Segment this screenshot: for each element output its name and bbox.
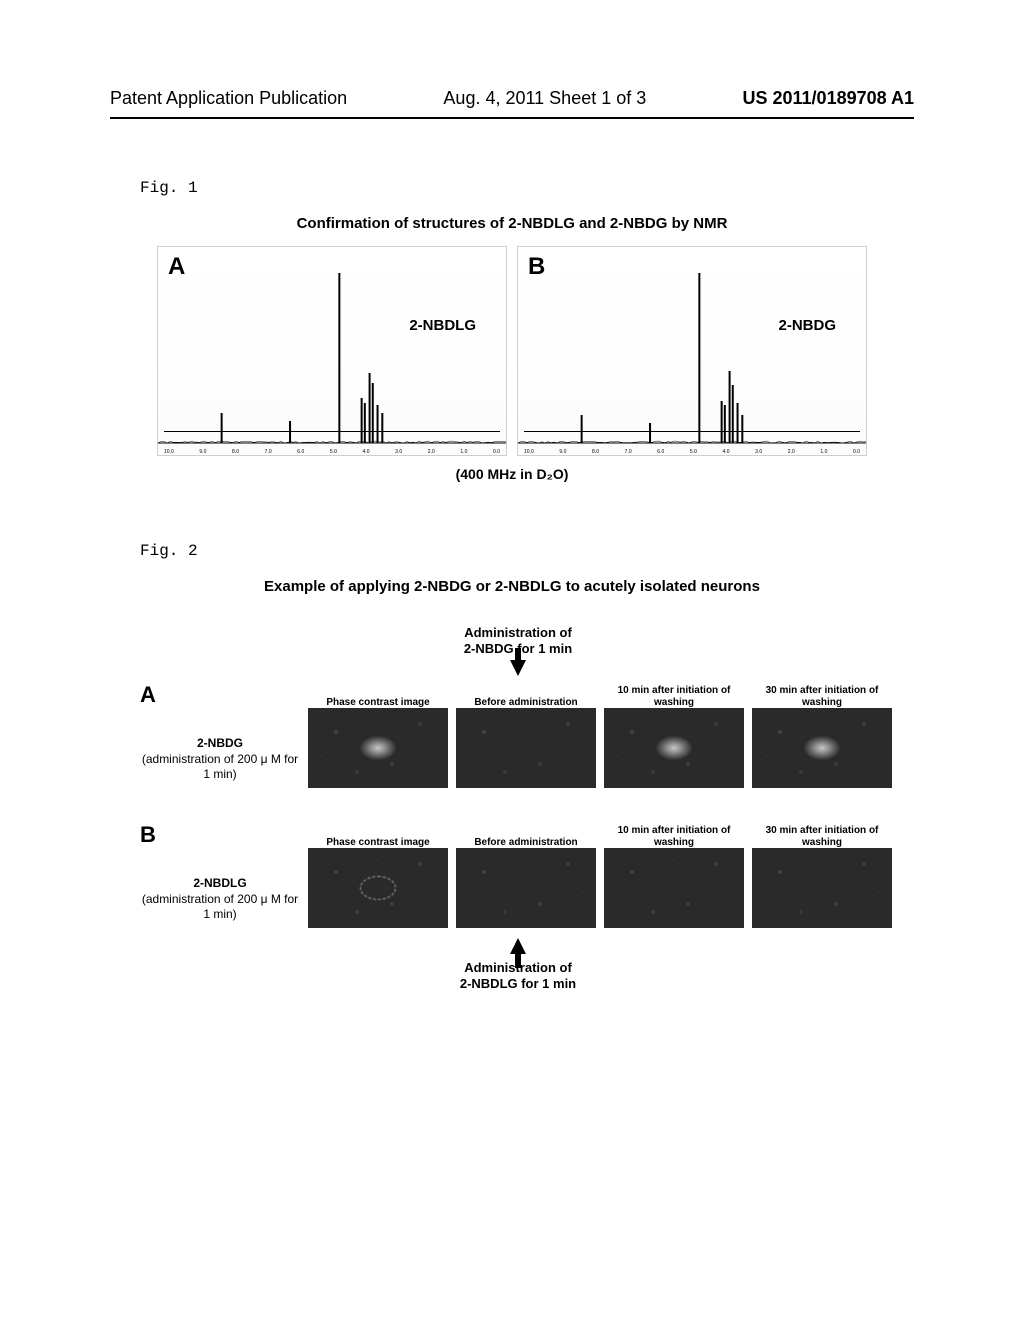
fig2-a-img1 bbox=[308, 708, 448, 788]
fig2-colhead-3b: 10 min after initiation of washing bbox=[604, 822, 744, 848]
fig2-b-col1: Phase contrast image bbox=[308, 822, 448, 928]
fig1-label: Fig. 1 bbox=[140, 179, 884, 197]
fig1-panel-a: A 2-NBDLG 10.09.08.07.06.05.04.03.02.01.… bbox=[157, 246, 507, 456]
fig2-colhead-1a: Phase contrast image bbox=[308, 682, 448, 708]
fig2-row-b-dose: (administration of 200 μ M for 1 min) bbox=[142, 892, 298, 922]
arrow-down-icon bbox=[510, 660, 526, 676]
fig2-colhead-2a: Before administration bbox=[456, 682, 596, 708]
header-left: Patent Application Publication bbox=[110, 88, 347, 109]
fig2-colhead-4a: 30 min after initiation of washing bbox=[752, 682, 892, 708]
page-header: Patent Application Publication Aug. 4, 2… bbox=[0, 0, 1024, 109]
header-center: Aug. 4, 2011 Sheet 1 of 3 bbox=[443, 88, 646, 109]
neuron-outline-icon bbox=[360, 876, 396, 900]
fig1-panel-a-ticks: 10.09.08.07.06.05.04.03.02.01.00.0 bbox=[164, 449, 500, 455]
fig1-title: Confirmation of structures of 2-NBDLG an… bbox=[140, 215, 884, 232]
fig1-panel-a-spectrum bbox=[158, 255, 507, 455]
fig1-panel-b-ticks: 10.09.08.07.06.05.04.03.02.01.00.0 bbox=[524, 449, 860, 455]
fig1-panel-b-axis bbox=[524, 431, 860, 445]
fig2-a-col4: 30 min after initiation of washing bbox=[752, 682, 892, 788]
fig2-row-a-dose: (administration of 200 μ M for 1 min) bbox=[142, 752, 298, 782]
page-content: Fig. 1 Confirmation of structures of 2-N… bbox=[0, 119, 1024, 991]
fig2-row-b-side: B 2-NBDLG (administration of 200 μ M for… bbox=[140, 822, 300, 923]
fig2: Fig. 2 Example of applying 2-NBDG or 2-N… bbox=[140, 542, 884, 991]
fig2-b-col2: Before administration bbox=[456, 822, 596, 928]
fig2-colhead-2b: Before administration bbox=[456, 822, 596, 848]
fig2-b-col3: 10 min after initiation of washing bbox=[604, 822, 744, 928]
fig2-b-img3 bbox=[604, 848, 744, 928]
fig2-row-b-sidelabel: 2-NBDLG (administration of 200 μ M for 1… bbox=[140, 852, 300, 923]
neuron-blob-icon bbox=[360, 736, 396, 760]
fig2-a-img3 bbox=[604, 708, 744, 788]
fig2-admin-top: Administration of 2-NBDG for 1 min bbox=[448, 625, 588, 682]
fig1-panel-b-spectrum bbox=[518, 255, 867, 455]
fig2-admin-bottom-line2: 2-NBDLG for 1 min bbox=[460, 976, 576, 991]
fig2-title: Example of applying 2-NBDG or 2-NBDLG to… bbox=[140, 578, 884, 595]
fig1-caption: (400 MHz in D₂O) bbox=[140, 466, 884, 482]
fig2-admin-top-line1: Administration of bbox=[464, 625, 572, 640]
fig2-row-b-letter: B bbox=[140, 822, 300, 848]
fig2-admin-bottom: Administration of 2-NBDLG for 1 min bbox=[448, 934, 588, 991]
fig2-a-img4 bbox=[752, 708, 892, 788]
fig2-admin-bottom-row: Administration of 2-NBDLG for 1 min bbox=[300, 934, 884, 991]
fig2-a-col3: 10 min after initiation of washing bbox=[604, 682, 744, 788]
fig2-b-img1 bbox=[308, 848, 448, 928]
fig2-colhead-1b: Phase contrast image bbox=[308, 822, 448, 848]
fig2-admin-top-row: Administration of 2-NBDG for 1 min bbox=[300, 625, 884, 682]
fig2-a-col1: Phase contrast image bbox=[308, 682, 448, 788]
fig1-panel-a-axis bbox=[164, 431, 500, 445]
fig2-row-b-compound: 2-NBDLG bbox=[193, 876, 246, 890]
fig1-panel-b: B 2-NBDG 10.09.08.07.06.05.04.03.02.01.0… bbox=[517, 246, 867, 456]
neuron-blob-icon bbox=[656, 736, 692, 760]
header-right: US 2011/0189708 A1 bbox=[743, 88, 914, 109]
fig2-b-img4 bbox=[752, 848, 892, 928]
fig2-row-a-sidelabel: 2-NBDG (administration of 200 μ M for 1 … bbox=[140, 712, 300, 783]
fig2-row-a-compound: 2-NBDG bbox=[197, 736, 243, 750]
fig2-row-a-letter: A bbox=[140, 682, 300, 708]
fig2-label: Fig. 2 bbox=[140, 542, 884, 560]
fig2-row-a: A 2-NBDG (administration of 200 μ M for … bbox=[140, 682, 884, 788]
arrow-up-icon bbox=[510, 938, 526, 954]
fig2-row-a-side: A 2-NBDG (administration of 200 μ M for … bbox=[140, 682, 300, 783]
neuron-blob-icon bbox=[804, 736, 840, 760]
fig2-a-img2 bbox=[456, 708, 596, 788]
fig2-b-img2 bbox=[456, 848, 596, 928]
fig1-panels: A 2-NBDLG 10.09.08.07.06.05.04.03.02.01.… bbox=[140, 246, 884, 456]
fig2-b-col4: 30 min after initiation of washing bbox=[752, 822, 892, 928]
fig2-colhead-3a: 10 min after initiation of washing bbox=[604, 682, 744, 708]
fig2-row-b: B 2-NBDLG (administration of 200 μ M for… bbox=[140, 822, 884, 928]
fig2-colhead-4b: 30 min after initiation of washing bbox=[752, 822, 892, 848]
fig2-a-col2: Before administration bbox=[456, 682, 596, 788]
